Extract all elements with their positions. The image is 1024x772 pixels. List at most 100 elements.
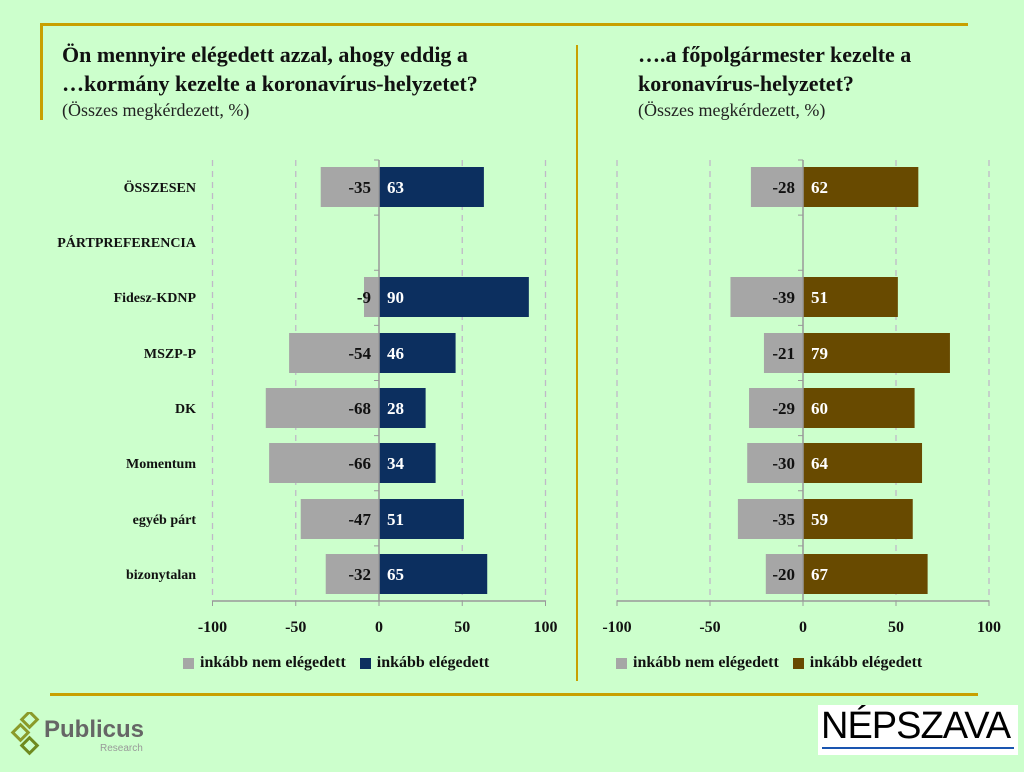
category-label: Momentum [126, 457, 196, 472]
bar-pos [379, 388, 426, 428]
bar-label-pos: 59 [811, 510, 828, 529]
bar-label-neg: -9 [357, 288, 371, 307]
category-label: egyéb párt [133, 513, 197, 528]
legend-label-pos: inkább elégedett [809, 654, 923, 671]
category-label: DK [175, 402, 196, 417]
x-tick-label: -50 [699, 619, 720, 636]
bar-neg [325, 554, 379, 594]
bar-label-neg: -47 [348, 510, 371, 529]
bar-pos [803, 499, 913, 539]
x-tick-label: -100 [198, 619, 227, 636]
category-label: ÖSSZESEN [124, 179, 196, 196]
bar-pos [379, 167, 484, 207]
bar-pos [803, 167, 919, 207]
chart-title-line1: Ön mennyire elégedett azzal, ahogy eddig… [62, 42, 468, 67]
bar-neg [747, 443, 803, 483]
bar-label-neg: -29 [772, 399, 795, 418]
bar-label-neg: -20 [772, 565, 795, 584]
bar-neg [765, 554, 803, 594]
category-label: bizonytalan [126, 568, 196, 583]
publicus-diamond-icon [10, 709, 40, 756]
legend-swatch-pos [359, 657, 371, 669]
bar-label-neg: -39 [772, 288, 795, 307]
left-chart-heading: Ön mennyire elégedett azzal, ahogy eddig… [62, 40, 478, 122]
bar-neg [750, 167, 803, 207]
x-tick-label: 100 [977, 619, 1001, 636]
nepszava-wordmark: NÉPSZAVA [821, 705, 1011, 747]
legend-label-neg: inkább nem elégedett [200, 654, 346, 671]
bar-pos [803, 277, 898, 317]
bar-pos [803, 443, 923, 483]
bar-label-pos: 63 [387, 178, 404, 197]
bar-pos [379, 333, 456, 373]
bar-label-neg: -54 [348, 344, 371, 363]
bar-label-neg: -35 [772, 510, 795, 529]
bar-label-neg: -66 [348, 454, 371, 473]
chart-title-line2: …kormány kezelte a koronavírus-helyzetet… [62, 71, 478, 96]
x-tick-label: -50 [285, 619, 306, 636]
top-rule [40, 23, 968, 26]
bar-label-pos: 65 [387, 565, 404, 584]
publicus-wordmark: Publicus [44, 716, 145, 743]
bar-label-neg: -35 [348, 178, 371, 197]
nepszava-logo: NÉPSZAVA [818, 705, 1018, 755]
x-tick-label: 0 [799, 619, 807, 636]
bar-neg [763, 333, 803, 373]
bar-neg [265, 388, 379, 428]
chart-subtitle: (Összes megkérdezett, %) [638, 100, 826, 120]
bar-label-neg: -28 [772, 178, 795, 197]
legend-swatch-neg [183, 657, 194, 669]
chart-title-line1: ….a főpolgármester kezelte a [638, 42, 912, 67]
publicus-logo: Publicus Research [10, 709, 150, 757]
left-legend: inkább nem elégedett inkább elégedett [183, 654, 489, 672]
center-divider [576, 45, 578, 681]
bar-pos [803, 554, 928, 594]
bar-label-pos: 67 [811, 565, 829, 584]
category-label: Fidesz-KDNP [114, 291, 197, 306]
bar-label-neg: -21 [772, 344, 795, 363]
bar-label-pos: 46 [387, 344, 404, 363]
chart-subtitle: (Összes megkérdezett, %) [62, 100, 250, 120]
x-tick-label: 100 [534, 619, 558, 636]
bar-pos [379, 554, 488, 594]
bar-neg [320, 167, 379, 207]
legend-label-neg: inkább nem elégedett [633, 654, 779, 671]
bar-neg [269, 443, 379, 483]
chart-title-line2: koronavírus-helyzetet? [638, 71, 854, 96]
category-label: PÁRTPREFERENCIA [57, 234, 197, 251]
publicus-sub: Research [100, 743, 143, 754]
bar-label-neg: -32 [348, 565, 371, 584]
bar-label-pos: 60 [811, 399, 828, 418]
bar-pos [803, 333, 950, 373]
legend-label-pos: inkább elégedett [376, 654, 490, 671]
bar-label-pos: 79 [811, 344, 828, 363]
bar-neg [289, 333, 379, 373]
bar-pos [379, 277, 529, 317]
bar-neg [300, 499, 379, 539]
bottom-rule [50, 693, 978, 696]
bar-neg [730, 277, 803, 317]
nepszava-strip [822, 747, 1014, 749]
bar-label-pos: 62 [811, 178, 828, 197]
bar-label-neg: -30 [772, 454, 795, 473]
bar-label-neg: -68 [348, 399, 371, 418]
x-tick-label: 50 [888, 619, 904, 636]
bar-pos [379, 443, 436, 483]
x-tick-label: 50 [454, 619, 470, 636]
legend-swatch-pos [792, 657, 804, 669]
category-label: MSZP-P [144, 347, 197, 362]
right-legend: inkább nem elégedett inkább elégedett [616, 654, 922, 672]
bar-label-pos: 90 [387, 288, 404, 307]
x-tick-label: -100 [602, 619, 631, 636]
bar-label-pos: 51 [387, 510, 404, 529]
bar-label-pos: 51 [811, 288, 828, 307]
x-tick-label: 0 [375, 619, 383, 636]
bar-pos [803, 388, 915, 428]
left-accent [40, 23, 43, 120]
bar-neg [364, 277, 379, 317]
legend-swatch-neg [616, 657, 627, 669]
bar-label-pos: 64 [811, 454, 829, 473]
bar-label-pos: 34 [387, 454, 405, 473]
bar-neg [749, 388, 803, 428]
